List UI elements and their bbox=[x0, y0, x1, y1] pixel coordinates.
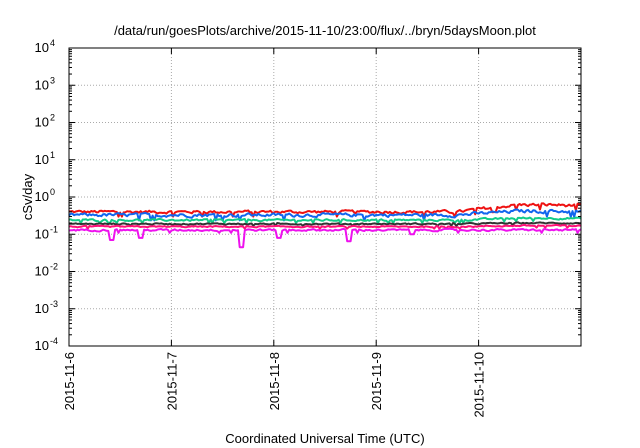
series-line bbox=[68, 227, 582, 249]
x-tick-label: 2015-11-10 bbox=[472, 352, 487, 418]
chart-title: /data/run/goesPlots/archive/2015-11-10/2… bbox=[114, 23, 536, 38]
y-tick-label-exponent: -4 bbox=[50, 336, 58, 346]
series-layer bbox=[68, 202, 582, 249]
y-tick-label: 10 bbox=[35, 226, 49, 241]
x-tick-label: 2015-11-7 bbox=[164, 352, 179, 410]
y-tick-label: 10 bbox=[35, 301, 49, 316]
y-tick-label: 10 bbox=[35, 338, 49, 353]
x-tick-label: 2015-11-9 bbox=[369, 352, 384, 410]
y-tick-label: 10 bbox=[35, 264, 49, 279]
x-axis-label: Coordinated Universal Time (UTC) bbox=[225, 431, 424, 446]
y-tick-label-exponent: -3 bbox=[50, 299, 58, 309]
series-line bbox=[68, 216, 582, 224]
y-tick-label-exponent: -2 bbox=[50, 262, 58, 272]
series-line bbox=[68, 223, 582, 230]
y-tick-label: 10 bbox=[35, 77, 49, 92]
x-tick-label: 2015-11-8 bbox=[267, 352, 282, 410]
y-axis-label: cSv/day bbox=[20, 173, 35, 220]
y-tick-label: 10 bbox=[35, 189, 49, 204]
series-line bbox=[68, 208, 582, 222]
y-tick-label-exponent: 4 bbox=[50, 38, 55, 48]
series-line bbox=[69, 221, 582, 227]
y-tick-label-exponent: 3 bbox=[50, 75, 55, 85]
y-tick-label-exponent: 0 bbox=[50, 187, 55, 197]
y-tick-label-exponent: 1 bbox=[50, 150, 55, 160]
y-tick-label-exponent: 2 bbox=[50, 113, 55, 123]
y-tick-label: 10 bbox=[35, 115, 49, 130]
y-tick-label: 10 bbox=[35, 40, 49, 55]
x-tick-label: 2015-11-6 bbox=[62, 352, 77, 410]
y-tick-label-exponent: -1 bbox=[50, 224, 58, 234]
y-tick-label: 10 bbox=[35, 152, 49, 167]
x-axis: 2015-11-6 2015-11-7 2015-11-8 2015-11-9 2015… bbox=[62, 48, 487, 418]
grid bbox=[69, 48, 581, 346]
